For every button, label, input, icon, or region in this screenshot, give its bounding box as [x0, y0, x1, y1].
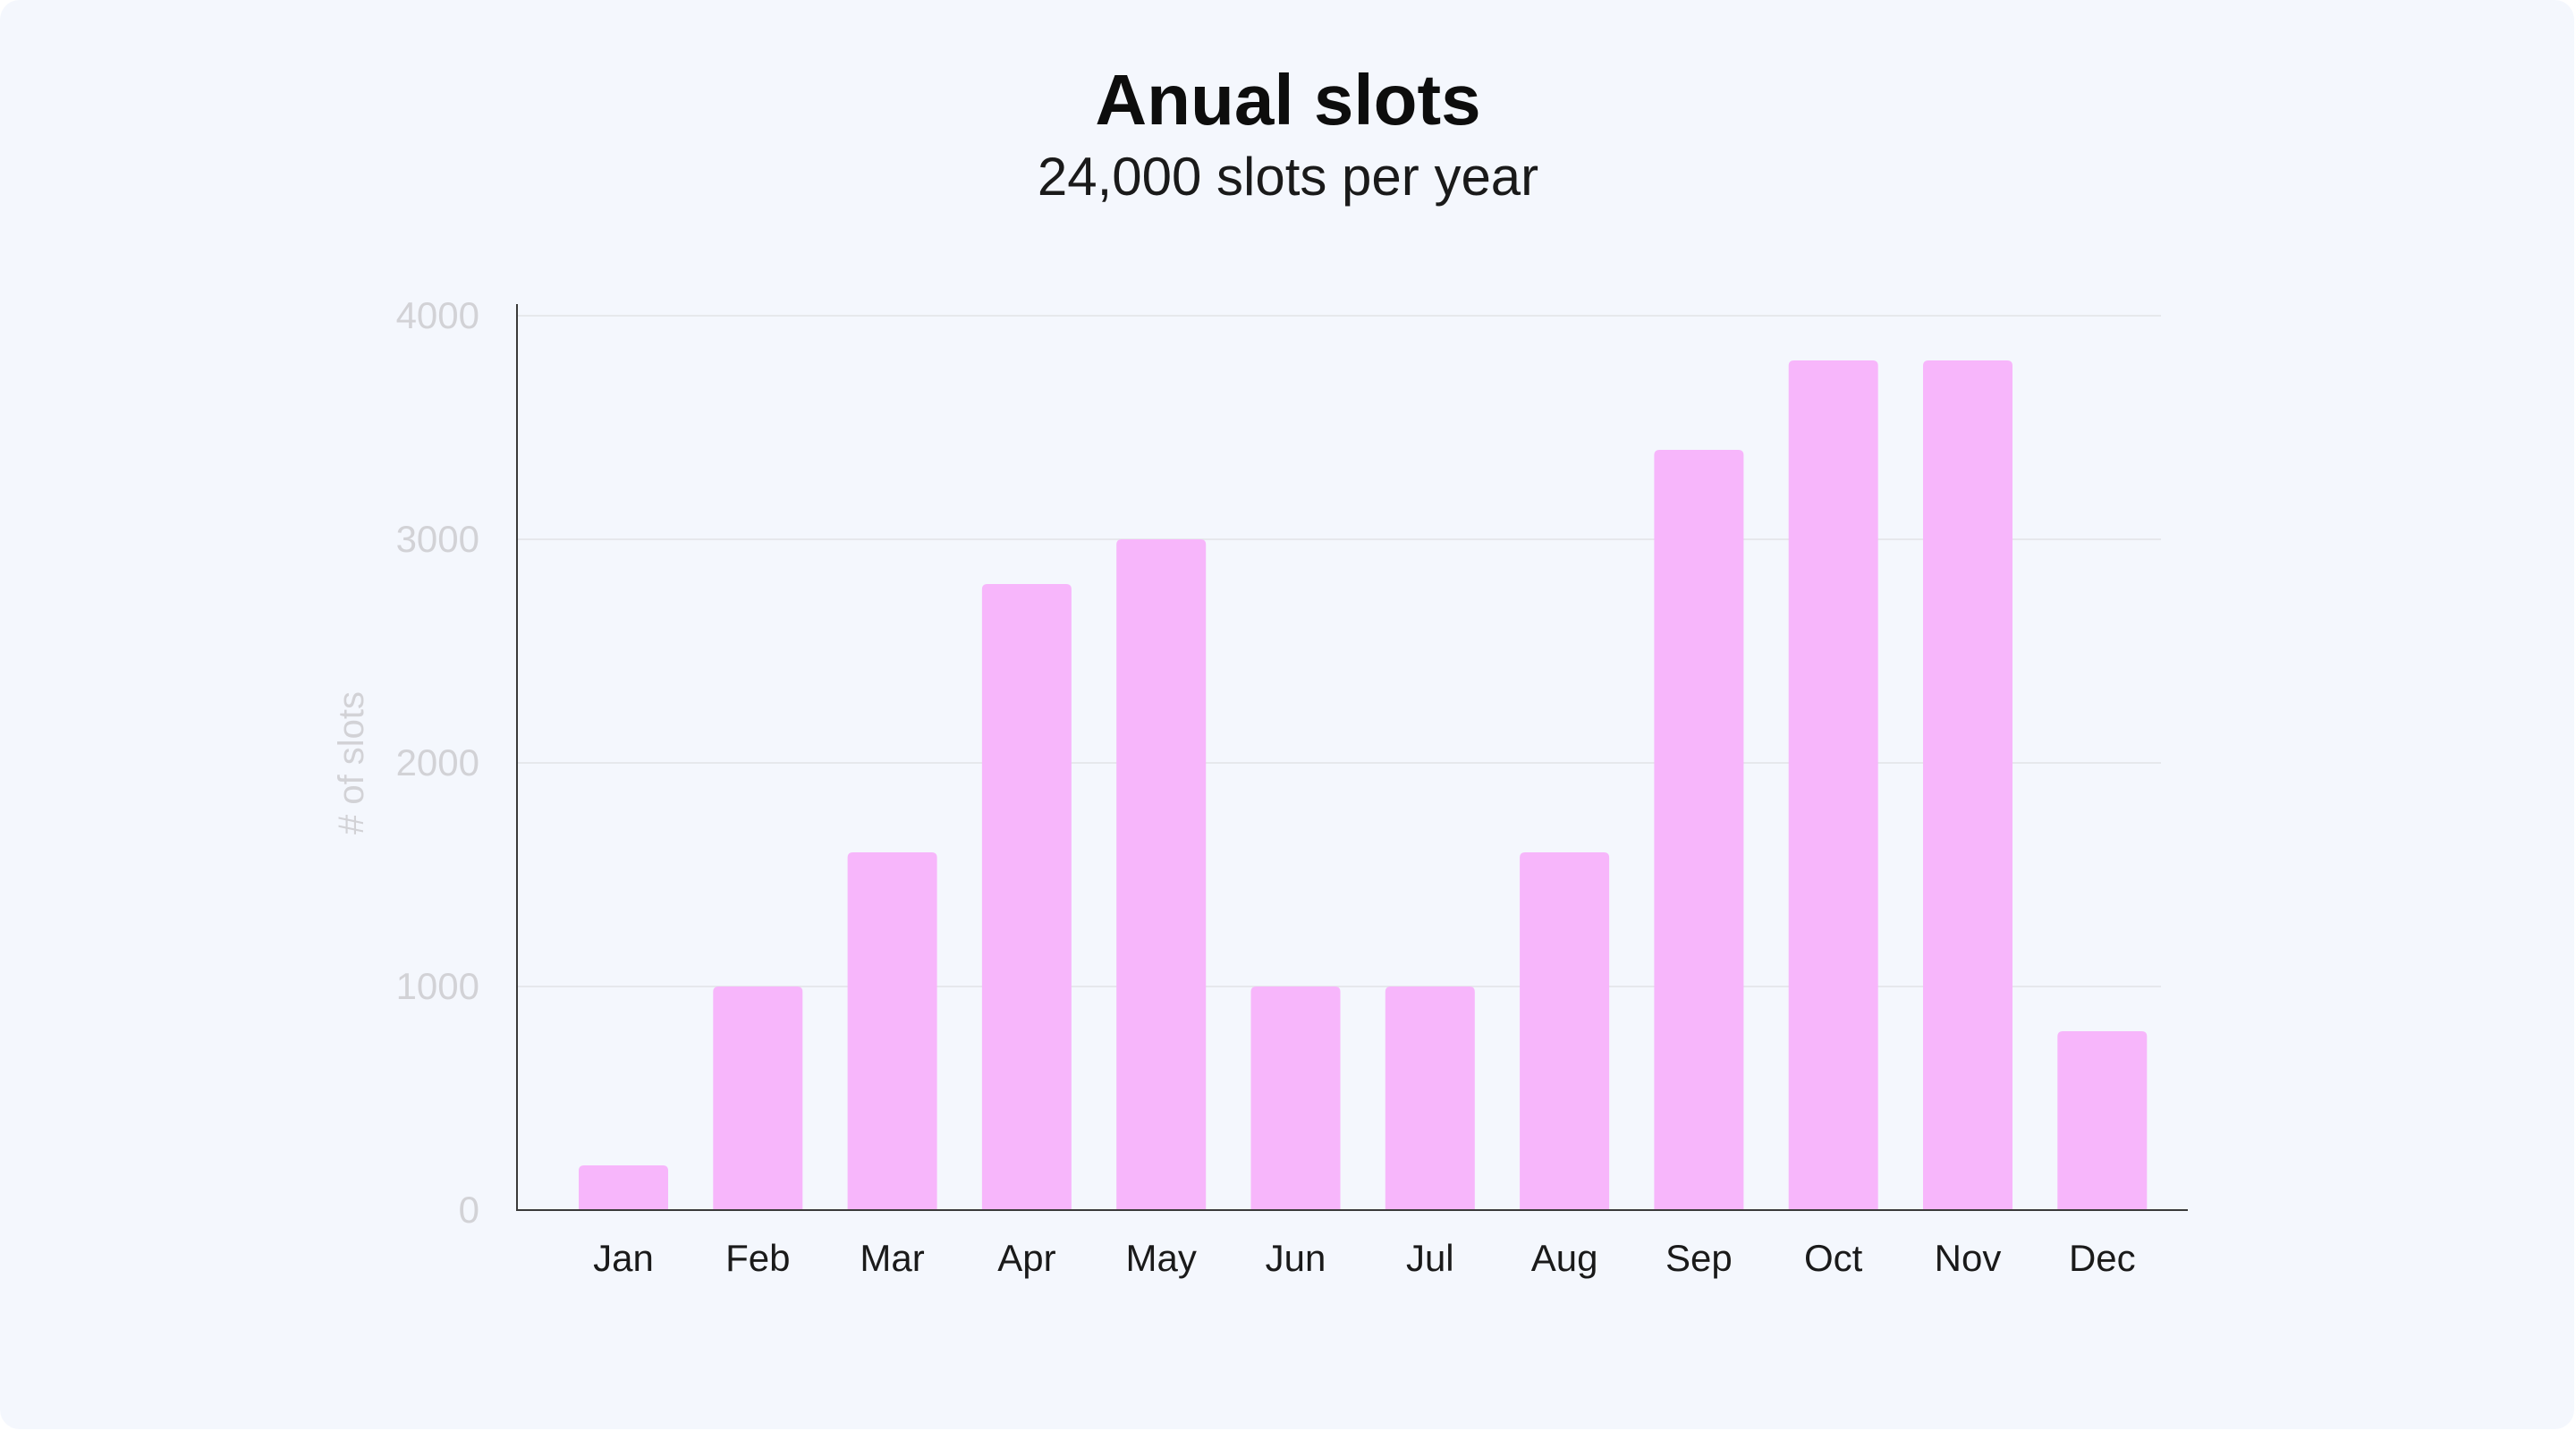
- bar-oct: [1788, 360, 1878, 1210]
- bar-apr: [981, 584, 1072, 1210]
- x-tick-label: Feb: [725, 1237, 790, 1279]
- x-tick-label: Nov: [1935, 1237, 2002, 1279]
- x-tick-label: May: [1126, 1237, 1197, 1279]
- chart-title: Anual slots: [1095, 60, 1481, 140]
- y-tick-label: 2000: [396, 741, 479, 783]
- x-tick-label: Sep: [1665, 1237, 1733, 1279]
- bar-may: [1116, 539, 1207, 1210]
- y-tick-label: 1000: [396, 965, 479, 1007]
- bar-nov: [1923, 360, 2012, 1210]
- x-tick-label: Mar: [860, 1237, 924, 1279]
- x-tick-label: Apr: [997, 1237, 1055, 1279]
- x-tick-label: Jul: [1406, 1237, 1454, 1279]
- x-tick-label: Oct: [1804, 1237, 1863, 1279]
- bar-jun: [1250, 986, 1341, 1210]
- x-tick-label: Aug: [1531, 1237, 1598, 1279]
- bar-jul: [1385, 986, 1475, 1210]
- y-tick-label: 0: [459, 1189, 479, 1231]
- x-tick-label: Jan: [593, 1237, 654, 1279]
- bar-feb: [713, 986, 803, 1210]
- bar-sep: [1654, 450, 1744, 1210]
- y-tick-label: 4000: [396, 294, 479, 336]
- bar-mar: [847, 852, 937, 1210]
- bar-dec: [2057, 1031, 2148, 1210]
- x-tick-label: Dec: [2069, 1237, 2136, 1279]
- chart-subtitle: 24,000 slots per year: [1037, 147, 1539, 207]
- y-axis-label: # of slots: [332, 691, 371, 834]
- y-tick-label: 3000: [396, 518, 479, 560]
- x-tick-label: Jun: [1266, 1237, 1326, 1279]
- bar-aug: [1520, 852, 1610, 1210]
- bar-jan: [579, 1165, 668, 1210]
